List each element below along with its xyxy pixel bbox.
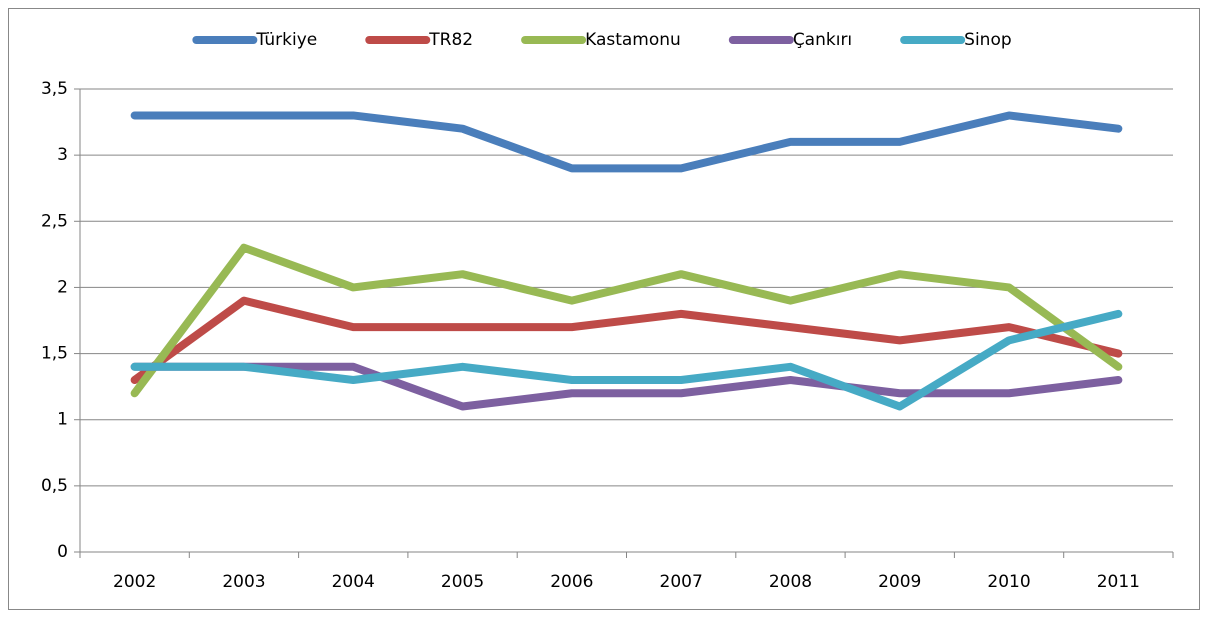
legend-label: Sinop [964, 30, 1011, 50]
legend-label: TR82 [428, 30, 473, 50]
y-tick-label: 2 [57, 277, 68, 297]
x-tick-label: 2009 [878, 572, 921, 592]
series-line [130, 309, 1123, 411]
series-line [130, 243, 1123, 398]
x-tick-label: 2011 [1097, 572, 1140, 592]
legend-label: Türkiye [255, 30, 317, 50]
y-tick-label: 1 [57, 410, 68, 430]
legend-label: Çankırı [793, 30, 852, 50]
y-tick-label: 1,5 [41, 344, 68, 364]
series-line [130, 111, 1123, 173]
y-tick-label: 0 [57, 542, 68, 562]
x-tick-label: 2004 [332, 572, 375, 592]
chart-frame [8, 8, 1200, 610]
y-tick-label: 2,5 [41, 211, 68, 231]
x-tick-label: 2010 [987, 572, 1030, 592]
x-tick-label: 2003 [222, 572, 265, 592]
series-line [130, 296, 1123, 385]
x-tick-label: 2006 [550, 572, 593, 592]
x-tick-label: 2008 [769, 572, 812, 592]
x-tick-label: 2002 [113, 572, 156, 592]
series-line [130, 362, 1123, 411]
y-tick-label: 3 [57, 145, 68, 165]
x-tick-label: 2005 [441, 572, 484, 592]
y-tick-label: 0,5 [41, 476, 68, 496]
x-tick-label: 2007 [660, 572, 703, 592]
legend-label: Kastamonu [585, 30, 681, 50]
y-tick-label: 3,5 [41, 79, 68, 99]
